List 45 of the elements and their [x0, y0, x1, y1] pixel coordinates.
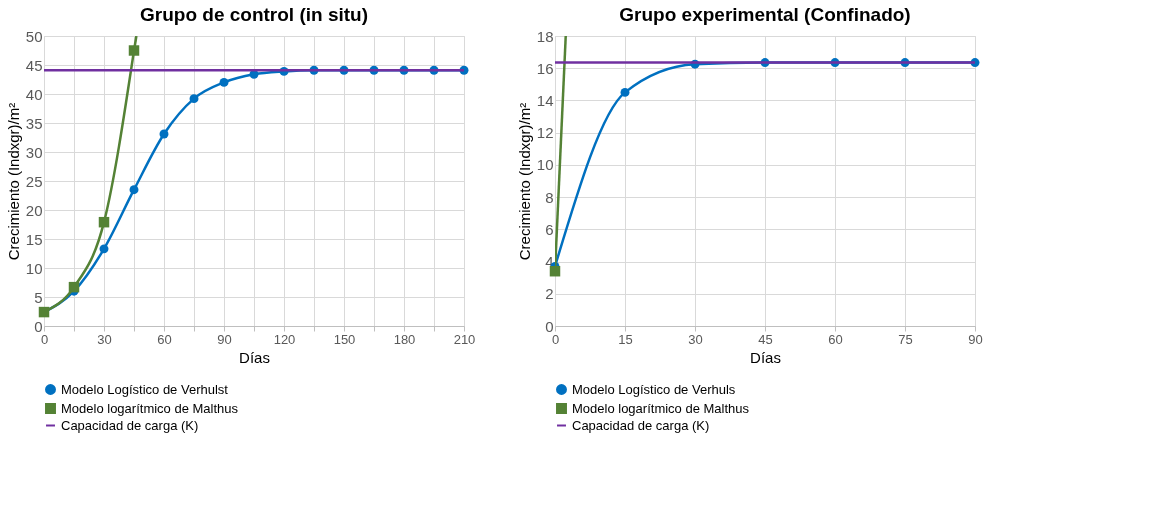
x-tick-label: 90 — [217, 331, 232, 347]
y-tick-label: 45 — [25, 56, 43, 74]
x-tick-label: 15 — [618, 331, 633, 347]
chart-title: Grupo experimental (Confinado) — [619, 4, 911, 25]
y-tick-label: 35 — [25, 114, 43, 132]
y-tick-label: 0 — [545, 317, 554, 335]
y-tick-label: 16 — [536, 59, 554, 77]
x-tick-label: 210 — [453, 331, 476, 347]
legend-label: Modelo logarítmico de Malthus — [61, 400, 239, 416]
y-tick-label: 5 — [34, 288, 43, 306]
x-tick-label: 75 — [898, 331, 913, 347]
y-tick-label: 10 — [536, 156, 554, 174]
legend-label: Modelo logarítmico de Malthus — [572, 400, 750, 416]
y-axis-title: Crecimiento (Indxgr)/m² — [4, 102, 22, 261]
y-tick-label: 2 — [545, 285, 554, 303]
y-tick-label: 14 — [536, 91, 554, 109]
x-tick-label: 45 — [758, 331, 773, 347]
y-tick-label: 15 — [25, 230, 43, 248]
y-tick-label: 6 — [545, 220, 554, 238]
x-tick-label: 60 — [828, 331, 843, 347]
legend-label: Capacidad de carga (K) — [61, 417, 199, 433]
y-axis-title: Crecimiento (Indxgr)/m² — [515, 102, 533, 261]
y-tick-label: 25 — [25, 172, 43, 190]
y-tick-label: 30 — [25, 143, 43, 161]
y-tick-label: 20 — [25, 201, 43, 219]
x-tick-label: 60 — [157, 331, 172, 347]
x-axis-title: Días — [750, 348, 781, 366]
legend-label: Modelo Logístico de Verhuls — [572, 381, 736, 397]
y-tick-label: 12 — [536, 124, 554, 142]
legend-label: Capacidad de carga (K) — [572, 417, 710, 433]
x-axis-title: Días — [239, 348, 270, 366]
x-tick-label: 30 — [97, 331, 112, 347]
x-tick-label: 120 — [273, 331, 296, 347]
y-tick-label: 10 — [25, 259, 43, 277]
y-tick-label: 40 — [25, 85, 43, 103]
y-tick-label: 18 — [536, 27, 554, 45]
y-tick-label: 0 — [34, 317, 43, 335]
x-tick-label: 30 — [688, 331, 703, 347]
y-tick-label: 50 — [25, 27, 43, 45]
chart-title: Grupo de control (in situ) — [140, 4, 368, 25]
x-tick-label: 90 — [968, 331, 983, 347]
y-tick-label: 8 — [545, 188, 554, 206]
x-tick-label: 150 — [333, 331, 356, 347]
legend-label: Modelo Logístico de Verhulst — [61, 381, 229, 397]
x-tick-label: 180 — [393, 331, 416, 347]
